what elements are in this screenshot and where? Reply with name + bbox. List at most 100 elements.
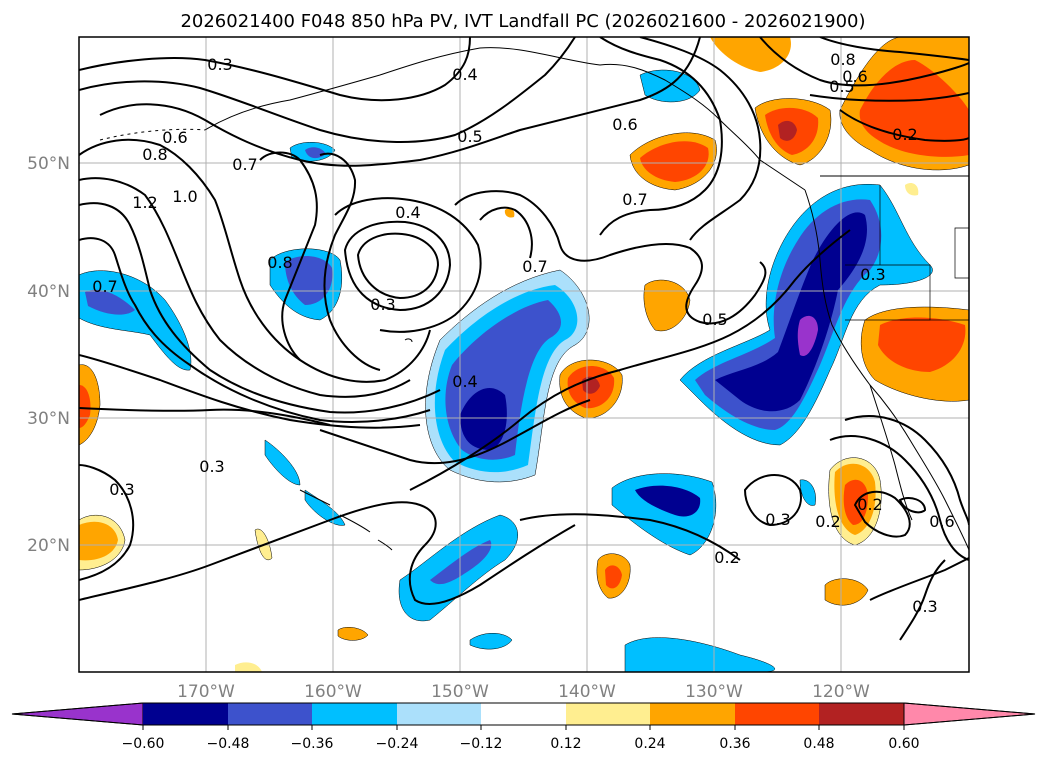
pv-positive-southwest-core bbox=[79, 521, 118, 561]
state-border-4 bbox=[954, 227, 969, 279]
colorbar-tick-label: −0.60 bbox=[122, 736, 165, 752]
pv-negative-band-central-core bbox=[460, 387, 507, 450]
contour-label: 0.3 bbox=[370, 295, 395, 314]
contour-line bbox=[454, 190, 767, 325]
pv-positive-mid bbox=[643, 279, 691, 332]
contour-line bbox=[519, 513, 741, 561]
colorbar-tick-label: 0.12 bbox=[550, 736, 581, 752]
contour-line bbox=[479, 206, 533, 259]
contour-line bbox=[743, 474, 802, 527]
contour-label: 0.2 bbox=[892, 125, 917, 144]
pv-negative-patch-southeast-core bbox=[635, 485, 701, 517]
lat-label-50n: 50°N bbox=[27, 154, 70, 174]
colorbar-tick-label: −0.24 bbox=[376, 736, 419, 752]
contour-line bbox=[319, 152, 381, 371]
map-frame bbox=[78, 36, 970, 673]
latitude-labels: 50°N 40°N 30°N 20°N bbox=[27, 154, 70, 556]
pv-positive-ak-south-core bbox=[640, 141, 709, 182]
contour-label: 1.2 bbox=[132, 193, 157, 212]
pv-negative-patch-bottom bbox=[624, 637, 775, 672]
pv-positive-california-core bbox=[878, 317, 966, 372]
colorbar-segment bbox=[481, 703, 566, 725]
contour-label-group: 0.3 0.4 0.6 0.8 0.7 0.5 0.6 0.8 1.2 1.0 … bbox=[92, 50, 954, 616]
contour-label: 0.3 bbox=[199, 457, 224, 476]
pv-positive-coastal-max bbox=[778, 120, 797, 141]
contour-label: 0.5 bbox=[829, 77, 854, 96]
lon-label-170w: 170°W bbox=[177, 682, 235, 702]
contour-label: 0.2 bbox=[857, 495, 882, 514]
contour-label: 0.8 bbox=[142, 145, 167, 164]
coastlines bbox=[99, 47, 969, 551]
aleutian-islands bbox=[99, 128, 206, 141]
ivt-contour-lines bbox=[79, 37, 969, 641]
contour-label: 0.7 bbox=[622, 190, 647, 209]
contour-label: 0.3 bbox=[109, 480, 134, 499]
contour-line bbox=[79, 354, 421, 429]
contour-label: 0.3 bbox=[860, 265, 885, 284]
pacific-northwest-coast bbox=[804, 189, 969, 551]
contour-line bbox=[839, 109, 969, 142]
colorbar-segment bbox=[819, 703, 904, 725]
lon-label-130w: 130°W bbox=[685, 682, 743, 702]
colorbar-tick-label: −0.36 bbox=[291, 736, 334, 752]
contour-line bbox=[319, 399, 591, 465]
contour-line bbox=[79, 237, 431, 423]
state-border-1 bbox=[845, 264, 931, 321]
contour-line bbox=[79, 464, 135, 581]
lon-label-140w: 140°W bbox=[558, 682, 616, 702]
contour-line bbox=[409, 229, 851, 491]
lat-label-30n: 30°N bbox=[27, 409, 70, 429]
contour-line bbox=[79, 177, 411, 398]
pv-positive-small-6 bbox=[905, 183, 919, 196]
colorbar-segment bbox=[735, 703, 819, 725]
contour-label: 0.3 bbox=[912, 597, 937, 616]
colorbar: −0.60 −0.48 −0.36 −0.24 −0.12 0.12 0.24 … bbox=[11, 702, 1036, 752]
contour-label: 0.4 bbox=[452, 372, 477, 391]
colorbar-segment bbox=[650, 703, 735, 725]
pv-min-purple bbox=[797, 315, 818, 356]
contour-label: 0.3 bbox=[207, 55, 232, 74]
small-island bbox=[404, 338, 413, 343]
colorbar-segment bbox=[397, 703, 481, 725]
contour-line bbox=[853, 490, 911, 538]
contour-line bbox=[79, 407, 331, 426]
baja-peninsula bbox=[869, 384, 913, 521]
contour-line bbox=[343, 220, 452, 312]
contour-line bbox=[79, 501, 576, 605]
pv-negative-small-bottom-2 bbox=[469, 633, 513, 650]
contour-label: 0.5 bbox=[457, 127, 482, 146]
contour-line bbox=[259, 151, 318, 361]
map-panel: 0.3 0.4 0.6 0.8 0.7 0.5 0.6 0.8 1.2 1.0 … bbox=[78, 36, 970, 673]
contour-line bbox=[759, 37, 969, 87]
pv-negative-small-east-2 bbox=[799, 479, 816, 506]
contour-line bbox=[79, 37, 576, 143]
contour-label: 0.8 bbox=[267, 253, 292, 272]
pv-positive-small-3 bbox=[337, 627, 369, 641]
pv-negative-band-east-core bbox=[715, 212, 867, 412]
alaska-coastline bbox=[204, 47, 806, 191]
contour-label: 0.6 bbox=[842, 67, 867, 86]
contour-label: 0.6 bbox=[162, 128, 187, 147]
contour-line bbox=[599, 37, 723, 236]
contour-line bbox=[844, 415, 969, 526]
colorbar-tick-marks bbox=[142, 725, 905, 730]
colorbar-segment bbox=[143, 703, 228, 725]
contour-line bbox=[79, 138, 431, 383]
contour-line bbox=[99, 37, 701, 167]
contour-line bbox=[869, 557, 969, 601]
contour-line bbox=[79, 202, 441, 414]
pv-positive-west-edge-core bbox=[79, 385, 91, 428]
contour-line bbox=[334, 197, 482, 333]
colorbar-tick-label: 0.60 bbox=[888, 736, 919, 752]
contour-label: 0.7 bbox=[232, 155, 257, 174]
contour-label: 0.4 bbox=[395, 203, 420, 222]
contour-label: 0.7 bbox=[522, 257, 547, 276]
lat-label-40n: 40°N bbox=[27, 282, 70, 302]
longitude-labels: 170°W 160°W 150°W 140°W 130°W 120°W bbox=[177, 682, 870, 702]
contour-label: 0.6 bbox=[612, 115, 637, 134]
lon-label-160w: 160°W bbox=[304, 682, 362, 702]
contour-label: 1.0 bbox=[172, 187, 197, 206]
contour-line bbox=[356, 232, 440, 300]
contour-label: 0.4 bbox=[452, 65, 477, 84]
